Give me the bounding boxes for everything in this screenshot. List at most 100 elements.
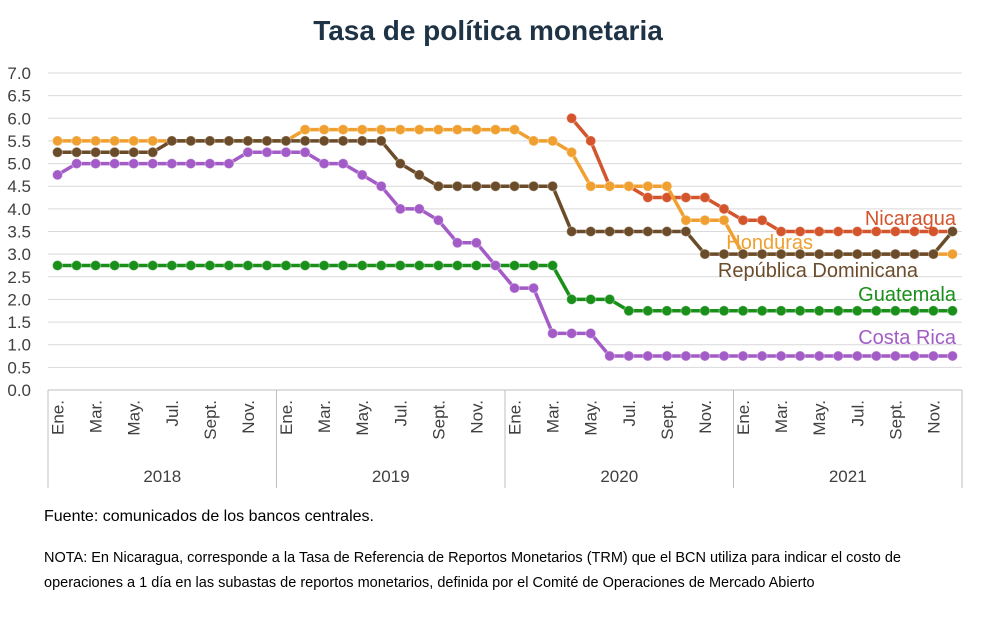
data-point (794, 248, 806, 260)
series-label-costa-rica: Costa Rica (858, 327, 957, 349)
data-point (109, 146, 121, 158)
data-point (90, 135, 102, 147)
data-point (947, 248, 958, 260)
data-point (52, 135, 63, 147)
data-point (185, 158, 197, 170)
data-point (128, 158, 140, 170)
data-point (470, 260, 482, 271)
data-point (566, 293, 578, 305)
data-point (585, 226, 597, 237)
data-point (566, 327, 578, 339)
y-tick-label: 1.5 (7, 313, 31, 332)
x-tick-label: Ene. (277, 400, 296, 435)
data-point (413, 124, 425, 136)
x-tick-label: Jul. (163, 400, 182, 426)
data-point (604, 226, 616, 237)
data-point (623, 226, 635, 237)
data-point (242, 135, 254, 147)
data-point (109, 158, 121, 170)
data-point (566, 112, 578, 124)
data-point (718, 203, 730, 215)
data-point (490, 260, 501, 271)
data-point (889, 305, 901, 317)
data-point (661, 305, 673, 317)
data-point (813, 350, 825, 362)
data-point (756, 248, 768, 260)
data-point (756, 350, 768, 362)
data-point (166, 260, 178, 271)
data-point (585, 135, 597, 147)
data-point (927, 305, 939, 317)
year-label: 2020 (600, 467, 638, 486)
data-point (299, 146, 311, 158)
data-point (432, 260, 444, 271)
data-point (52, 169, 63, 181)
data-point (851, 350, 863, 362)
data-point (71, 158, 83, 170)
data-point (737, 214, 749, 226)
data-point (299, 135, 311, 147)
data-point (737, 305, 749, 317)
data-point (337, 124, 349, 136)
data-point (318, 124, 330, 136)
data-point (661, 226, 673, 237)
year-label: 2021 (829, 467, 867, 486)
data-point (813, 248, 825, 260)
data-point (204, 260, 216, 271)
y-tick-label: 7.0 (7, 64, 31, 83)
y-tick-label: 4.0 (7, 200, 31, 219)
data-point (318, 135, 330, 147)
data-point (547, 260, 559, 271)
data-point (547, 180, 559, 192)
data-point (223, 135, 235, 147)
data-point (927, 248, 939, 260)
data-point (356, 260, 368, 271)
series-label-nicaragua: Nicaragua (865, 208, 957, 230)
data-point (223, 158, 235, 170)
data-point (699, 350, 711, 362)
data-point (166, 158, 178, 170)
x-tick-label: Mar. (772, 400, 791, 433)
data-point (90, 158, 102, 170)
data-point (718, 214, 730, 226)
series-label-republica-dominicana: República Dominicana (718, 260, 919, 282)
data-point (451, 124, 463, 136)
data-point (280, 135, 292, 147)
source-note: Fuente: comunicados de los bancos centra… (44, 508, 374, 525)
data-point (832, 305, 844, 317)
footnote: NOTA: En Nicaragua, corresponde a la Tas… (44, 550, 901, 591)
data-point (166, 135, 178, 147)
data-point (242, 146, 254, 158)
data-point (261, 135, 273, 147)
data-point (375, 180, 387, 192)
data-point (623, 180, 635, 192)
y-tick-label: 4.5 (7, 177, 31, 196)
data-point (566, 226, 578, 237)
data-point (642, 192, 654, 203)
data-point (680, 192, 692, 203)
x-tick-label: Nov. (924, 400, 943, 434)
data-point (718, 350, 730, 362)
x-tick-label: Sept. (886, 400, 905, 440)
data-point (947, 350, 958, 362)
x-axis: 2018 2019 2020 2021 Ene. Mar. May. Jul. Sept. Nov… (47, 390, 963, 488)
data-point (90, 146, 102, 158)
y-tick-label: 2.0 (7, 290, 31, 309)
data-point (604, 180, 616, 192)
data-point (109, 260, 121, 271)
data-point (794, 350, 806, 362)
y-tick-label: 1.0 (7, 336, 31, 355)
data-point (528, 260, 540, 271)
data-point (52, 146, 63, 158)
x-tick-label: Sept. (429, 400, 448, 440)
data-point (356, 169, 368, 181)
x-tick-label: Nov. (239, 400, 258, 434)
x-tick-label: Ene. (49, 400, 68, 435)
data-point (832, 248, 844, 260)
data-point (109, 135, 121, 147)
series-layer (52, 112, 958, 362)
data-point (223, 260, 235, 271)
series-3 (52, 260, 958, 317)
data-point (699, 305, 711, 317)
data-point (870, 305, 882, 317)
